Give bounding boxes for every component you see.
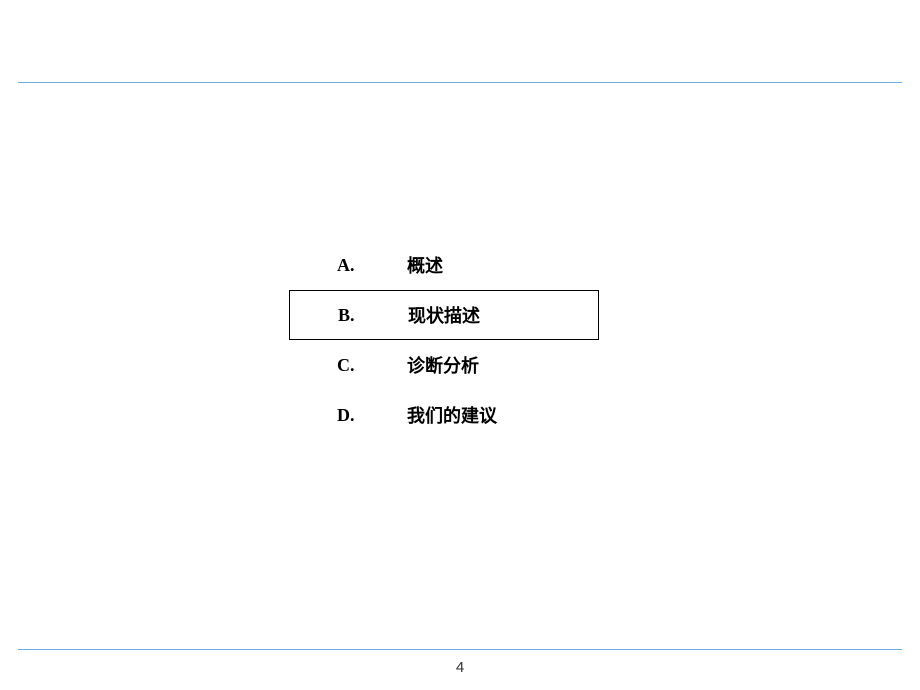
outline-item: C. 诊断分析 xyxy=(289,340,599,390)
outline-label: 我们的建议 xyxy=(407,402,497,428)
outline-label: 概述 xyxy=(407,252,443,278)
outline-letter: C. xyxy=(337,355,407,376)
outline-list: A. 概述 B. 现状描述 C. 诊断分析 D. 我们的建议 xyxy=(289,240,599,440)
bottom-horizontal-rule xyxy=(18,649,902,650)
top-horizontal-rule xyxy=(18,82,902,83)
outline-item: D. 我们的建议 xyxy=(289,390,599,440)
outline-item-selected: B. 现状描述 xyxy=(289,290,599,340)
outline-label: 现状描述 xyxy=(408,302,480,328)
outline-label: 诊断分析 xyxy=(407,352,479,378)
outline-letter: B. xyxy=(338,305,408,326)
outline-item: A. 概述 xyxy=(289,240,599,290)
page-number: 4 xyxy=(0,659,920,676)
outline-letter: A. xyxy=(337,255,407,276)
outline-letter: D. xyxy=(337,405,407,426)
